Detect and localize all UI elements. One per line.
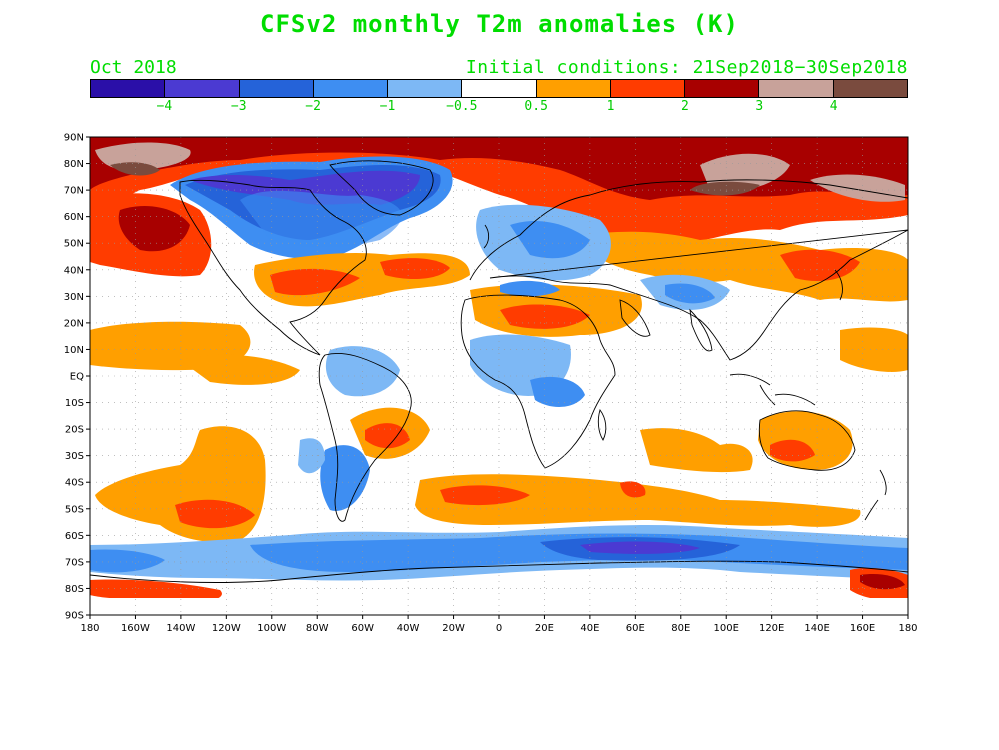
- colorbar: #2a0fa8#4b3ad2#2563d9#3e8ef2#7db8f5#ffff…: [90, 79, 908, 98]
- lat-label: 60N: [64, 212, 84, 223]
- lat-label: 40S: [65, 478, 84, 489]
- lon-label: 140W: [166, 623, 195, 634]
- colorbar-label: 4: [829, 99, 838, 114]
- colorbar-segment: #ff9f00: [536, 80, 611, 97]
- lat-label: 10S: [65, 398, 84, 409]
- lon-label: 180: [898, 623, 917, 634]
- lat-label: 70N: [64, 186, 84, 197]
- colorbar-segment: #a80000: [685, 80, 760, 97]
- coastlines: [90, 160, 908, 583]
- lon-label: 100W: [257, 623, 286, 634]
- colorbar-label: −4: [156, 99, 173, 114]
- lon-label: 180: [80, 623, 99, 634]
- colorbar-labels: −4 −3 −2 −1 −0.5 0.5 1 2 3 4: [90, 99, 908, 119]
- colorbar-segment: #2a0fa8: [91, 80, 166, 97]
- colorbar-label: 2: [680, 99, 689, 114]
- lon-label: 80W: [306, 623, 329, 634]
- lat-label: 30N: [64, 292, 84, 303]
- colorbar-label: 3: [755, 99, 764, 114]
- colorbar-segment: #c8a29a: [759, 80, 834, 97]
- lat-label: 80S: [65, 584, 84, 595]
- latitude-labels: 90N 80N 70N 60N 50N 40N 30N 20N 10N EQ 10S 20S 30S 40…: [64, 133, 84, 622]
- colorbar-segment: #2563d9: [239, 80, 314, 97]
- lat-label: 20N: [64, 318, 84, 329]
- gridlines: [90, 137, 908, 615]
- colorbar-segment: #ff3c00: [610, 80, 686, 97]
- colorbar-segment: #4b3ad2: [165, 80, 240, 97]
- lon-label: 100E: [714, 623, 739, 634]
- lat-label: 30S: [65, 451, 84, 462]
- axis-ticks: [86, 136, 909, 619]
- lat-label: 80N: [64, 159, 84, 170]
- colorbar-label: 0.5: [524, 99, 548, 114]
- lon-label: 120E: [759, 623, 784, 634]
- lat-label: 50S: [65, 504, 84, 515]
- forecast-month: Oct 2018: [90, 57, 177, 78]
- colorbar-label: −0.5: [446, 99, 478, 114]
- initial-conditions: Initial conditions: 21Sep2018−30Sep2018: [465, 57, 908, 78]
- lat-label: 50N: [64, 239, 84, 250]
- longitude-labels: 180 160W 140W 120W 100W 80W 60W 40W 20W 0 20E 40E 60…: [80, 623, 917, 634]
- lon-label: 40E: [580, 623, 599, 634]
- lon-label: 60W: [351, 623, 374, 634]
- colorbar-segment: #7db8f5: [388, 80, 463, 97]
- lat-label: 60S: [65, 531, 84, 542]
- page-title: CFSv2 monthly T2m anomalies (K): [260, 10, 739, 38]
- colorbar-segment: #ffffff: [462, 80, 537, 97]
- colorbar-label: 1: [606, 99, 615, 114]
- lat-label: 90N: [64, 133, 84, 144]
- lon-label: 20E: [535, 623, 554, 634]
- lon-label: 160E: [850, 623, 875, 634]
- lat-label: 20S: [65, 425, 84, 436]
- lat-label: 70S: [65, 557, 84, 568]
- lon-label: 40W: [397, 623, 420, 634]
- lat-label: 10N: [64, 345, 84, 356]
- colorbar-segment: #7a4b3e: [833, 80, 907, 97]
- colorbar-label: −1: [379, 99, 396, 114]
- colorbar-label: −3: [230, 99, 247, 114]
- lat-label: 90S: [65, 611, 84, 622]
- lon-label: 140E: [804, 623, 829, 634]
- colorbar-label: −2: [305, 99, 321, 114]
- lon-label: 60E: [626, 623, 645, 634]
- colorbar-segment: #3e8ef2: [313, 80, 389, 97]
- lat-label: EQ: [70, 372, 84, 383]
- lon-label: 120W: [212, 623, 241, 634]
- lon-label: 160W: [121, 623, 150, 634]
- lon-label: 20W: [442, 623, 465, 634]
- lon-label: 0: [496, 623, 502, 634]
- lon-label: 80E: [671, 623, 690, 634]
- lat-label: 40N: [64, 265, 84, 276]
